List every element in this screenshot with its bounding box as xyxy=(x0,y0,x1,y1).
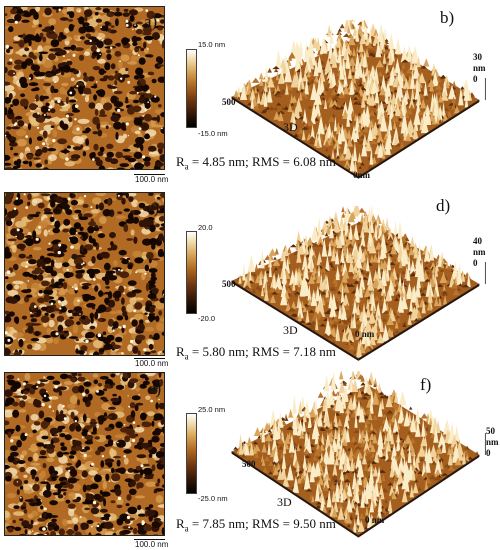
axis-origin: 0nm xyxy=(353,170,371,180)
scale-bar xyxy=(134,174,165,175)
color-scale-max: 15.0 nm xyxy=(198,40,226,49)
panel-letter-3d: d) xyxy=(436,196,451,215)
afm-2d-image xyxy=(4,372,165,536)
z-axis-max: 30 xyxy=(473,52,482,62)
scale-bar-label: 100.0 nm xyxy=(135,540,169,549)
panel-letter-2d: a) xyxy=(144,12,158,31)
x-axis-500: 500 xyxy=(222,279,236,289)
afm-2d-image xyxy=(4,6,165,170)
z-axis-max: 50 xyxy=(486,426,495,436)
axis-origin: 0 nm xyxy=(365,515,385,525)
afm-panel-2: c) 100.0 nm 20.0 -20.0 d) 3D 40 nm 0 500… xyxy=(0,184,500,368)
label-3d: 3D xyxy=(283,120,298,134)
color-scale-bar xyxy=(186,231,197,314)
axis-origin: 0 nm xyxy=(355,329,375,339)
roughness-values: Ra = 5.80 nm; RMS = 7.18 nm xyxy=(176,344,336,362)
afm-panel-3: e) 100.0 nm 25.0 nm -25.0 nm f) 3D 50 nm… xyxy=(0,367,500,550)
x-axis-500: 500 xyxy=(222,97,236,107)
scale-bar xyxy=(134,358,165,359)
z-axis-zero: 0 xyxy=(473,74,478,84)
z-axis-zero: 0 xyxy=(473,258,478,268)
color-scale-bar xyxy=(186,49,197,128)
afm-3d-surface xyxy=(205,371,500,539)
z-axis-unit: nm xyxy=(486,437,499,447)
scale-bar-label: 100.0 nm xyxy=(135,175,169,184)
panel-letter-3d: f) xyxy=(420,375,432,394)
z-axis-unit: nm xyxy=(473,247,486,257)
panel-letter-2d: c) xyxy=(146,198,160,217)
scale-bar xyxy=(134,539,165,540)
afm-2d-image xyxy=(4,192,165,356)
roughness-values: Ra = 7.85 nm; RMS = 9.50 nm xyxy=(176,516,336,534)
label-3d: 3D xyxy=(277,495,292,509)
label-3d: 3D xyxy=(283,323,298,337)
panel-letter-2d: e) xyxy=(148,379,162,398)
color-scale-max: 25.0 nm xyxy=(198,405,226,414)
z-axis-zero: 0 xyxy=(486,448,491,458)
z-axis-max: 40 xyxy=(473,236,482,246)
color-scale-min: -15.0 nm xyxy=(198,129,228,138)
afm-3d-surface xyxy=(205,206,500,362)
z-axis-unit: nm xyxy=(473,63,486,73)
scale-bar-label: 100.0 nm xyxy=(135,359,169,368)
panel-letter-3d: b) xyxy=(440,8,455,27)
color-scale-min: -20.0 xyxy=(198,314,216,323)
color-scale-bar xyxy=(186,413,197,494)
roughness-values: Ra = 4.85 nm; RMS = 6.08 nm xyxy=(176,154,336,172)
color-scale-min: -25.0 nm xyxy=(198,494,228,503)
color-scale-max: 20.0 xyxy=(198,223,213,232)
x-axis-500: 500 xyxy=(242,459,256,469)
afm-3d-surface xyxy=(205,20,500,180)
afm-panel-1: a) 100.0 nm 15.0 nm -15.0 nm b) 3D 30 nm… xyxy=(0,0,500,184)
